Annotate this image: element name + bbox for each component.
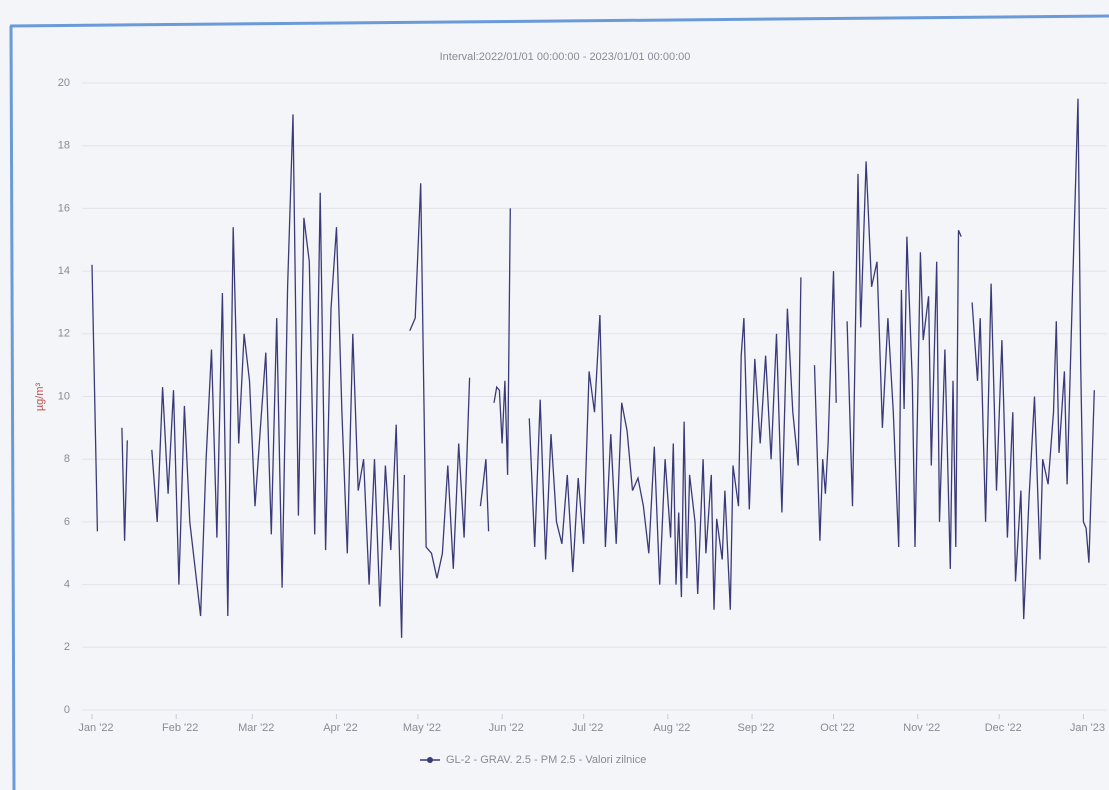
- y-tick-label: 6: [64, 516, 70, 528]
- data-line: [409, 183, 471, 579]
- data-line: [121, 427, 128, 541]
- y-tick-label: 12: [58, 328, 70, 340]
- x-tick-label: Nov '22: [903, 722, 940, 734]
- x-tick-label: Jun '22: [489, 722, 524, 734]
- frame-top: [9, 14, 1109, 28]
- x-tick-label: Apr '22: [323, 722, 358, 734]
- x-tick-label: Feb '22: [162, 722, 198, 734]
- data-line: [493, 208, 511, 475]
- y-tick-label: 2: [64, 641, 70, 653]
- legend-label: GL-2 - GRAV. 2.5 - PM 2.5 - Valori zilni…: [446, 754, 646, 766]
- frame-left: [9, 25, 16, 790]
- x-tick-label: Sep '22: [738, 722, 775, 734]
- data-line: [813, 271, 837, 541]
- x-tick-label: May '22: [403, 722, 441, 734]
- data-line: [528, 277, 802, 610]
- x-tick-label: Aug '22: [653, 722, 690, 734]
- data-line: [479, 459, 490, 532]
- y-tick-label: 14: [58, 265, 70, 277]
- x-tick-label: Jul '22: [572, 722, 603, 734]
- y-tick-label: 18: [58, 140, 70, 152]
- x-tick-label: Dec '22: [985, 722, 1022, 734]
- data-line: [846, 161, 962, 569]
- y-tick-label: 0: [64, 704, 70, 716]
- y-axis-label: µg/m³: [34, 382, 46, 411]
- data-line: [151, 114, 406, 638]
- y-tick-label: 20: [58, 77, 70, 89]
- y-tick-label: 10: [58, 390, 70, 402]
- data-line: [971, 98, 1095, 620]
- x-tick-label: Jan '22: [78, 722, 113, 734]
- x-tick-label: Mar '22: [238, 722, 274, 734]
- legend-marker: [427, 757, 433, 763]
- y-tick-label: 8: [64, 453, 70, 465]
- x-tick-label: Jan '23: [1070, 722, 1105, 734]
- x-tick-label: Oct '22: [820, 722, 855, 734]
- chart-title: Interval:2022/01/01 00:00:00 - 2023/01/0…: [440, 51, 691, 63]
- data-line: [91, 264, 99, 532]
- y-tick-label: 16: [58, 202, 70, 214]
- legend: GL-2 - GRAV. 2.5 - PM 2.5 - Valori zilni…: [420, 754, 646, 766]
- y-tick-label: 4: [64, 579, 70, 591]
